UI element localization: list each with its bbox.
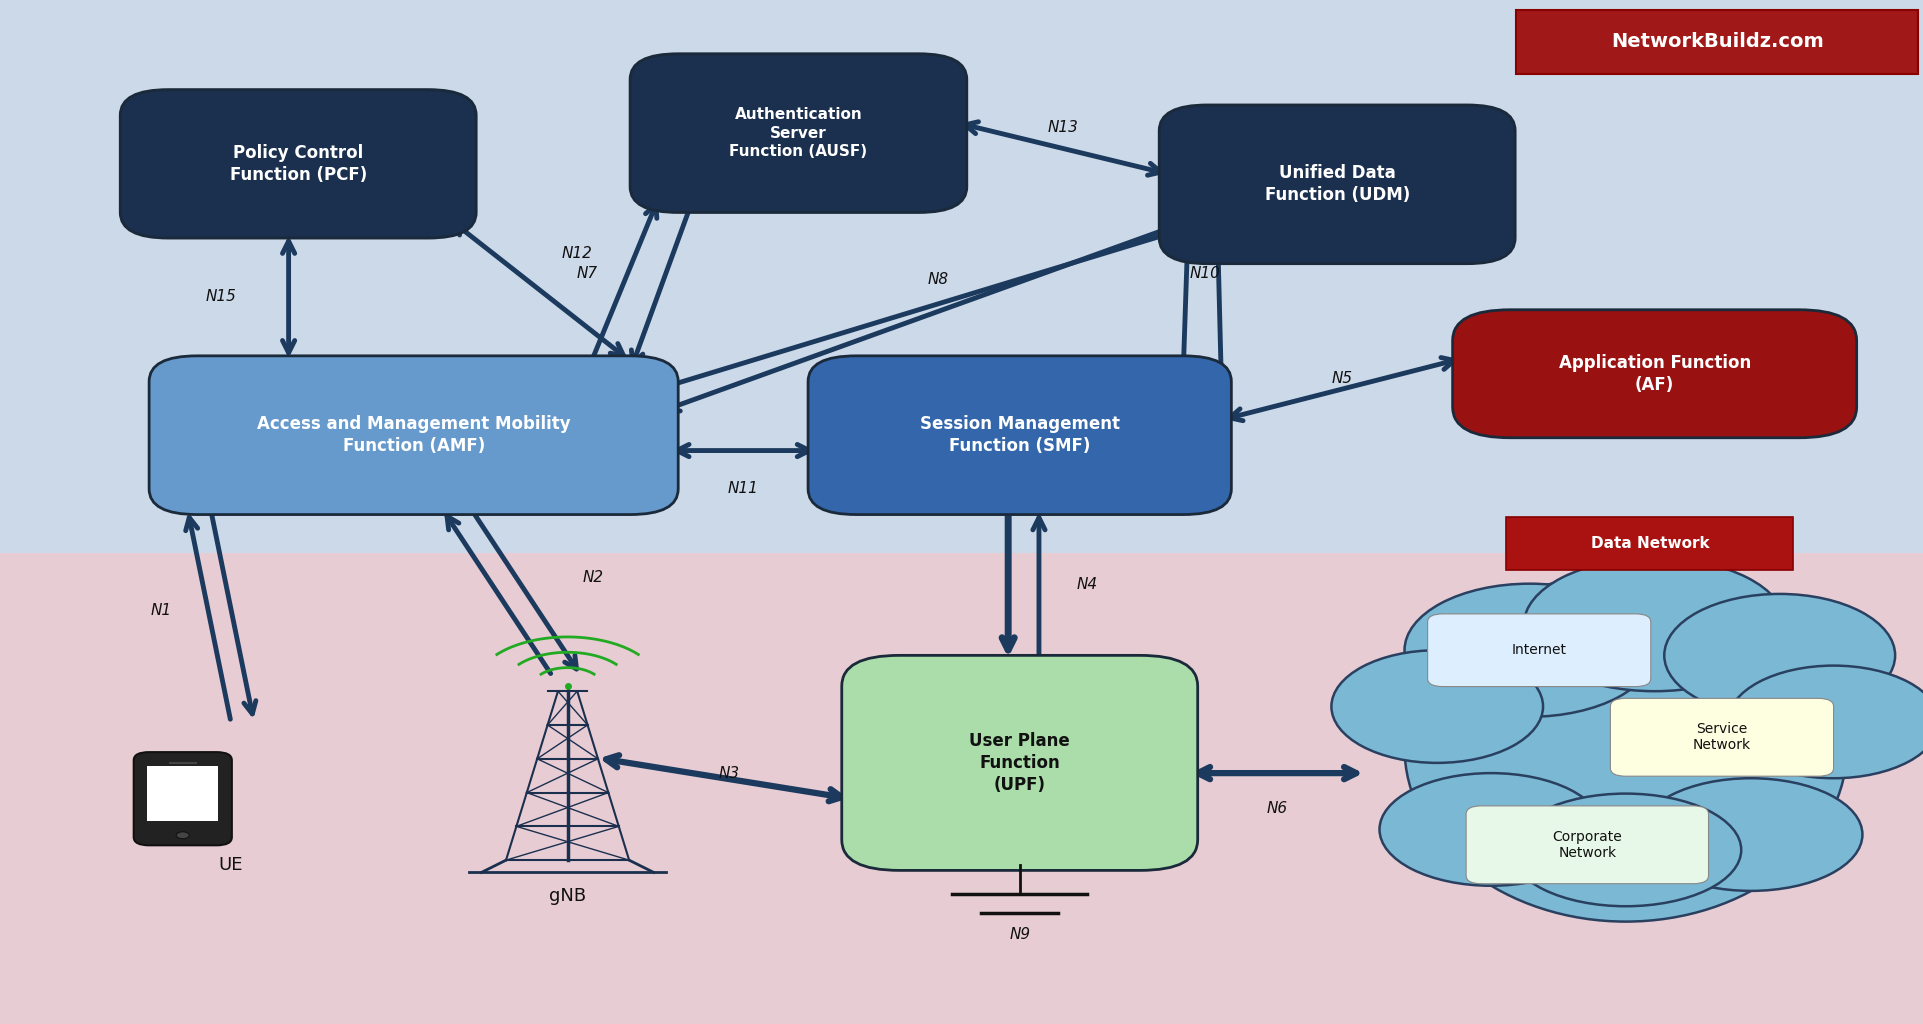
Text: UE: UE (219, 856, 242, 874)
FancyBboxPatch shape (1452, 309, 1856, 438)
Ellipse shape (1379, 773, 1602, 886)
Ellipse shape (1727, 666, 1923, 778)
Text: Application Function
(AF): Application Function (AF) (1558, 353, 1750, 394)
FancyBboxPatch shape (1506, 517, 1792, 570)
FancyBboxPatch shape (808, 356, 1231, 515)
FancyBboxPatch shape (1610, 698, 1833, 776)
Text: N8: N8 (927, 271, 948, 287)
Text: N6: N6 (1265, 802, 1286, 816)
FancyBboxPatch shape (150, 356, 679, 515)
Ellipse shape (1638, 778, 1861, 891)
Ellipse shape (1510, 794, 1740, 906)
Text: Session Management
Function (SMF): Session Management Function (SMF) (919, 415, 1119, 456)
Text: N5: N5 (1331, 372, 1352, 386)
Text: Policy Control
Function (PCF): Policy Control Function (PCF) (229, 143, 367, 184)
Text: N2: N2 (583, 569, 604, 585)
FancyBboxPatch shape (135, 752, 231, 846)
Text: N9: N9 (1010, 928, 1029, 942)
Ellipse shape (1331, 650, 1542, 763)
Text: N13: N13 (1046, 121, 1079, 135)
FancyBboxPatch shape (629, 53, 965, 213)
Text: gNB: gNB (548, 887, 587, 905)
Text: Internet: Internet (1511, 643, 1565, 657)
Text: Access and Management Mobility
Function (AMF): Access and Management Mobility Function … (256, 415, 571, 456)
Text: Unified Data
Function (UDM): Unified Data Function (UDM) (1263, 164, 1410, 205)
Text: Authentication
Server
Function (AUSF): Authentication Server Function (AUSF) (729, 108, 867, 159)
Text: N7: N7 (577, 266, 596, 282)
Ellipse shape (1404, 573, 1846, 922)
Text: Service
Network: Service Network (1692, 722, 1750, 753)
Text: N3: N3 (717, 766, 738, 780)
FancyBboxPatch shape (840, 655, 1196, 870)
Bar (0, 553, 1923, 1024)
Text: N10: N10 (1188, 266, 1219, 282)
FancyBboxPatch shape (121, 90, 475, 239)
FancyBboxPatch shape (1427, 613, 1650, 686)
Text: Data Network: Data Network (1590, 537, 1708, 551)
Text: User Plane
Function
(UPF): User Plane Function (UPF) (969, 732, 1069, 794)
Text: N4: N4 (1077, 578, 1096, 593)
Circle shape (177, 831, 188, 839)
Bar (0, 0, 1923, 553)
Text: N15: N15 (206, 290, 237, 304)
FancyBboxPatch shape (1158, 105, 1513, 264)
Ellipse shape (1663, 594, 1894, 717)
Text: Corporate
Network: Corporate Network (1552, 829, 1621, 860)
FancyBboxPatch shape (1465, 806, 1708, 884)
Text: NetworkBuildz.com: NetworkBuildz.com (1610, 33, 1823, 51)
Text: N12: N12 (562, 246, 592, 261)
Text: N11: N11 (727, 481, 758, 496)
FancyBboxPatch shape (1515, 10, 1917, 74)
Text: N1: N1 (150, 603, 171, 618)
Ellipse shape (1404, 584, 1654, 717)
FancyBboxPatch shape (146, 766, 219, 820)
Ellipse shape (1523, 558, 1785, 691)
